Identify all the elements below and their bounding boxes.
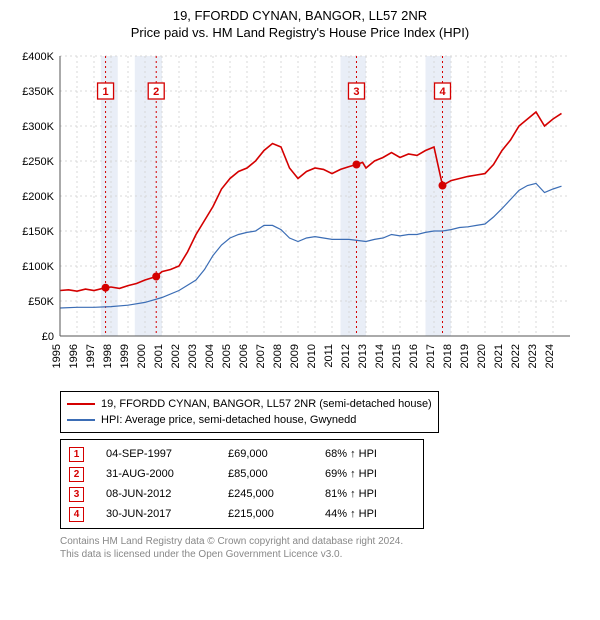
x-tick-label: 2000 [136,344,148,368]
sale-row-pct: 81% ↑ HPI [325,488,415,500]
sale-row-price: £69,000 [228,448,303,460]
x-tick-label: 2008 [272,344,284,368]
sales-table: 1 04-SEP-1997 £69,000 68% ↑ HPI 2 31-AUG-2000… [60,439,424,529]
x-tick-label: 2009 [289,344,301,368]
sale-row-date: 30-JUN-2017 [106,508,206,520]
sale-marker-number: 2 [153,86,159,98]
y-tick-label: £350K [22,86,54,98]
x-tick-label: 1995 [51,344,63,368]
x-tick-label: 2012 [340,344,352,368]
sale-row: 2 31-AUG-2000 £85,000 69% ↑ HPI [69,464,415,484]
chart-area: £0 £50K £100K £150K £200K £250K £300K £350K £400… [12,48,588,383]
y-tick-label: £250K [22,156,54,168]
x-tick-label: 2011 [323,344,335,368]
sale-row-pct: 69% ↑ HPI [325,468,415,480]
sale-row-date: 04-SEP-1997 [106,448,206,460]
sale-row-pct: 44% ↑ HPI [325,508,415,520]
legend-swatch [67,419,95,421]
x-tick-label: 2024 [544,344,556,368]
sale-row: 3 08-JUN-2012 £245,000 81% ↑ HPI [69,484,415,504]
sale-point [352,161,360,169]
sale-row: 1 04-SEP-1997 £69,000 68% ↑ HPI [69,444,415,464]
y-tick-label: £300K [22,121,54,133]
sale-row: 4 30-JUN-2017 £215,000 44% ↑ HPI [69,504,415,524]
x-tick-label: 2006 [238,344,250,368]
sale-row-marker: 2 [69,467,84,482]
x-tick-label: 2015 [391,344,403,368]
x-tick-label: 2004 [204,344,216,368]
x-tick-label: 2023 [527,344,539,368]
x-tick-label: 2005 [221,344,233,368]
x-tick-label: 2002 [170,344,182,368]
sale-row-price: £245,000 [228,488,303,500]
x-tick-label: 2010 [306,344,318,368]
sale-marker-number: 3 [353,86,359,98]
footer-line1: Contains HM Land Registry data © Crown c… [60,535,588,548]
x-tick-label: 2020 [476,344,488,368]
sale-row-marker: 1 [69,447,84,462]
sale-row-date: 31-AUG-2000 [106,468,206,480]
x-tick-label: 2016 [408,344,420,368]
sale-row-pct: 68% ↑ HPI [325,448,415,460]
x-tick-label: 1997 [85,344,97,368]
chart-svg: £0 £50K £100K £150K £200K £250K £300K £350K £400… [12,48,588,378]
legend-swatch [67,403,95,405]
sale-marker-number: 4 [439,86,446,98]
legend-label: 19, FFORDD CYNAN, BANGOR, LL57 2NR (semi… [101,398,432,410]
x-tick-label: 2021 [493,344,505,368]
legend-row: 19, FFORDD CYNAN, BANGOR, LL57 2NR (semi… [67,396,432,412]
page-container: 19, FFORDD CYNAN, BANGOR, LL57 2NR Price… [0,0,600,620]
sale-row-marker: 4 [69,507,84,522]
x-tick-label: 2001 [153,344,165,368]
sale-point [439,182,447,190]
legend-label: HPI: Average price, semi-detached house,… [101,414,356,426]
x-tick-label: 2013 [357,344,369,368]
legend: 19, FFORDD CYNAN, BANGOR, LL57 2NR (semi… [60,391,439,433]
legend-row: HPI: Average price, semi-detached house,… [67,412,432,428]
title-address: 19, FFORDD CYNAN, BANGOR, LL57 2NR [12,8,588,23]
x-tick-label: 2022 [510,344,522,368]
x-tick-label: 1996 [68,344,80,368]
x-tick-label: 1999 [119,344,131,368]
sale-row-marker: 3 [69,487,84,502]
sale-row-date: 08-JUN-2012 [106,488,206,500]
x-tick-label: 2003 [187,344,199,368]
y-tick-label: £50K [28,296,54,308]
x-tick-label: 2014 [374,344,386,368]
title-subtitle: Price paid vs. HM Land Registry's House … [12,25,588,40]
sale-point [152,273,160,281]
footer-attribution: Contains HM Land Registry data © Crown c… [60,535,588,561]
y-tick-label: £100K [22,261,54,273]
x-tick-label: 1998 [102,344,114,368]
footer-line2: This data is licensed under the Open Gov… [60,548,588,561]
sale-marker-number: 1 [102,86,108,98]
y-tick-label: £200K [22,191,54,203]
x-tick-label: 2007 [255,344,267,368]
sale-row-price: £85,000 [228,468,303,480]
y-tick-label: £400K [22,51,54,63]
x-tick-label: 2018 [442,344,454,368]
y-tick-label: £150K [22,226,54,238]
chart-titles: 19, FFORDD CYNAN, BANGOR, LL57 2NR Price… [12,8,588,40]
y-tick-label: £0 [42,331,54,343]
sale-point [102,284,110,292]
x-tick-label: 2019 [459,344,471,368]
x-tick-label: 2017 [425,344,437,368]
sale-row-price: £215,000 [228,508,303,520]
